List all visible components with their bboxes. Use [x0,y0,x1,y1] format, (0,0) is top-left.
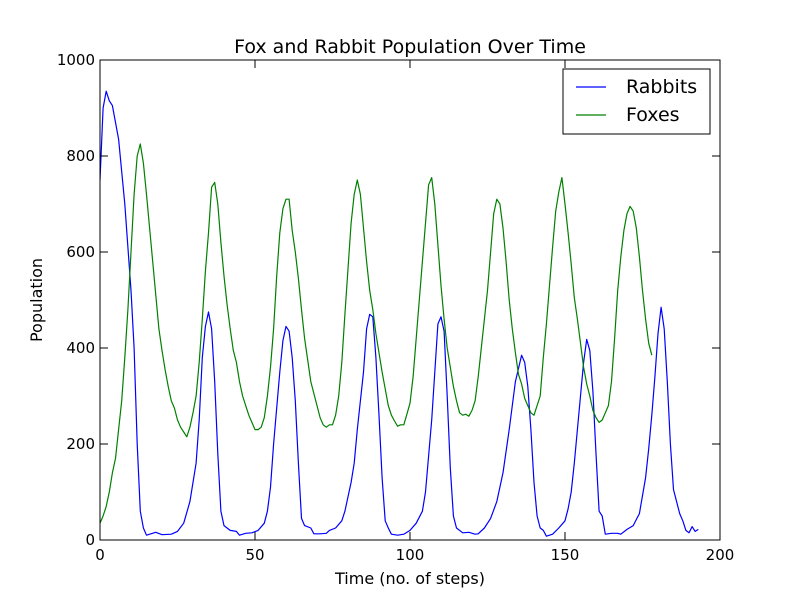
y-tick-label: 800 [66,147,95,165]
series-layer [100,90,699,537]
y-tick-label: 200 [66,435,95,453]
x-tick-label: 50 [245,546,264,564]
y-tick-label: 0 [85,531,95,549]
y-axis-title: Population [27,258,46,342]
axis-ticks: 0 50 100 150 200 0 200 400 600 800 1000 [57,51,735,564]
series-line-rabbits [100,90,699,537]
y-tick-label: 1000 [57,51,95,69]
legend: Rabbits Foxes [562,68,711,135]
chart-title: Fox and Rabbit Population Over Time [234,36,586,58]
y-tick-label: 400 [66,339,95,357]
x-tick-label: 150 [551,546,580,564]
x-tick-label: 200 [706,546,735,564]
legend-label-rabbits: Rabbits [626,76,697,98]
x-tick-label: 100 [396,546,425,564]
y-tick-label: 600 [66,243,95,261]
x-axis-title: Time (no. of steps) [334,569,485,588]
legend-box [562,68,711,135]
series-line-foxes [100,143,653,524]
x-tick-label: 0 [95,546,105,564]
legend-label-foxes: Foxes [626,104,680,126]
